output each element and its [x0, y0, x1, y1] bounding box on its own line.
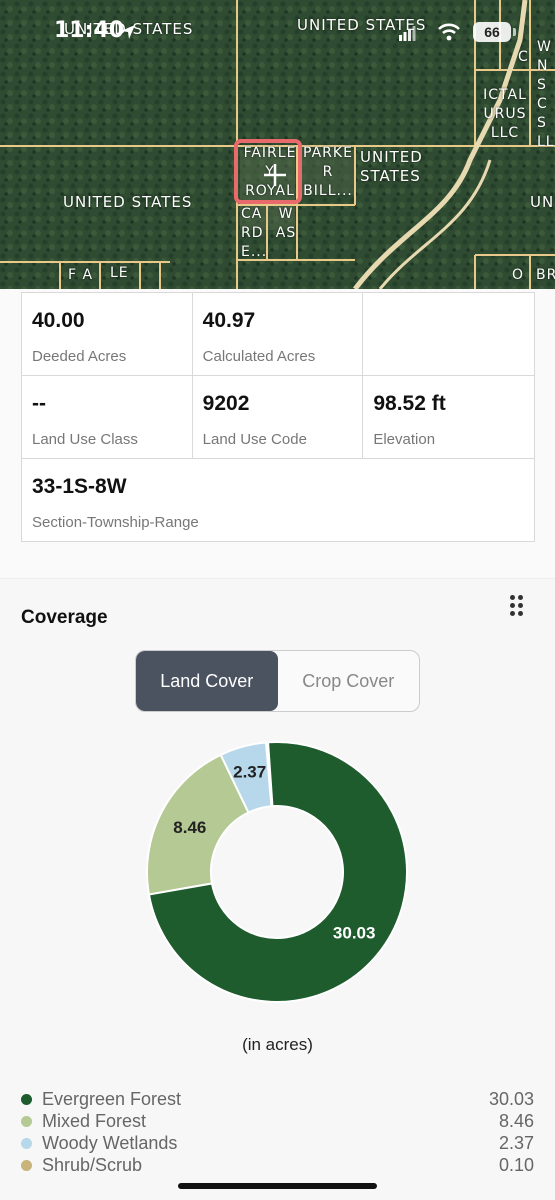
- legend-value: 30.03: [488, 1088, 534, 1109]
- calculated-acres-label: Calculated Acres: [202, 348, 316, 365]
- coverage-title: Coverage: [21, 607, 108, 628]
- legend-value: 0.10: [498, 1154, 534, 1175]
- map-label-o: O: [512, 267, 525, 283]
- map-label-ictal-urus: ICTAL URUS LLC: [483, 87, 527, 141]
- map-label-us-top: UNITED STATES: [297, 16, 427, 34]
- status-time: 11:40: [54, 18, 125, 43]
- section-township-range-label: Section-Township-Range: [32, 514, 199, 531]
- map-label-parker-bill: PARKE R BILL...: [303, 145, 353, 199]
- selected-parcel-highlight[interactable]: [234, 139, 302, 204]
- signal-icon: [399, 26, 416, 41]
- legend-item: Shrub/Scrub 0.10: [21, 1154, 534, 1176]
- legend-label: Woody Wetlands: [42, 1132, 178, 1153]
- elevation-label: Elevation: [373, 431, 436, 448]
- chart-legend: Evergreen Forest 30.03 Mixed Forest 8.46 Woo…: [21, 1088, 534, 1176]
- map-label-right-edge: W N S C S LL: [537, 39, 555, 150]
- info-row-3: 33-1S-8W Section-Township-Range: [22, 459, 534, 541]
- legend-swatch: [21, 1159, 32, 1171]
- elevation-value: 98.52 ft: [373, 392, 446, 415]
- battery-indicator: 66: [473, 22, 511, 42]
- land-use-class-cell: -- Land Use Class: [22, 376, 193, 458]
- donut-slice-mixed-forest: [146, 753, 250, 896]
- location-arrow-icon: [121, 25, 135, 39]
- elevation-cell: 98.52 ft Elevation: [363, 376, 534, 458]
- legend-value: 2.37: [498, 1132, 534, 1153]
- legend-item: Mixed Forest 8.46: [21, 1110, 534, 1132]
- map-imagery: [0, 0, 555, 289]
- tab-crop-cover[interactable]: Crop Cover: [302, 670, 395, 691]
- map-label-us-left: UNITED STATES: [63, 193, 193, 211]
- battery-tip: [513, 28, 516, 36]
- donut-data-label: 30.03: [333, 923, 376, 942]
- land-use-class-value: --: [32, 392, 46, 415]
- deeded-acres-cell: 40.00 Deeded Acres: [22, 293, 193, 375]
- map-label-was: W AS: [275, 206, 297, 241]
- map-label-c: C: [518, 49, 529, 65]
- section-township-range-cell: 33-1S-8W Section-Township-Range: [22, 459, 534, 541]
- donut-data-label: 2.37: [233, 763, 266, 782]
- legend-value: 8.46: [498, 1110, 534, 1131]
- coverage-type-toggle[interactable]: Land Cover Crop Cover: [135, 650, 420, 712]
- legend-label: Evergreen Forest: [42, 1088, 182, 1109]
- land-use-code-value: 9202: [202, 392, 250, 415]
- map-label-us-far-right: UNITED STATES: [530, 193, 555, 211]
- map-label-fairley-royal: FAIRLE Y ROYAL: [243, 145, 297, 199]
- chart-unit-label: (in acres): [242, 1035, 313, 1054]
- parcel-info-grid: 40.00 Deeded Acres 40.97 Calculated Acre…: [21, 292, 535, 542]
- map-label-fa: F A: [68, 267, 94, 283]
- legend-item: Evergreen Forest 30.03: [21, 1088, 534, 1110]
- calculated-acres-value: 40.97: [202, 309, 256, 332]
- donut-data-label: 8.46: [173, 818, 206, 837]
- legend-swatch: [21, 1115, 32, 1127]
- info-row-1: 40.00 Deeded Acres 40.97 Calculated Acre…: [22, 293, 534, 376]
- home-indicator: [178, 1183, 377, 1189]
- empty-cell: [363, 293, 534, 375]
- coverage-section: Coverage Land Cover Crop Cover 8.46 2.37 3…: [0, 578, 555, 1200]
- map-label-br: BR: [536, 267, 555, 283]
- map-label-cardi: CA RD E...: [241, 206, 268, 260]
- deeded-acres-label: Deeded Acres: [32, 348, 127, 365]
- parcel-map[interactable]: UNITED STATES UNITED STATES UNITED STATE…: [0, 0, 555, 289]
- land-use-class-label: Land Use Class: [32, 431, 138, 448]
- land-use-code-cell: 9202 Land Use Code: [193, 376, 364, 458]
- drag-handle-icon[interactable]: [510, 595, 528, 619]
- legend-swatch: [21, 1093, 32, 1105]
- map-label-us-right: UNITED STATES: [360, 148, 423, 185]
- land-cover-donut-chart: 8.46 2.37 30.03: [146, 741, 408, 1003]
- legend-item: Woody Wetlands 2.37: [21, 1132, 534, 1154]
- empty-cell-value: [373, 309, 534, 339]
- crosshair-icon: [264, 164, 286, 186]
- legend-label: Shrub/Scrub: [42, 1154, 143, 1175]
- info-row-2: -- Land Use Class 9202 Land Use Code 98.…: [22, 376, 534, 459]
- tab-land-cover[interactable]: Land Cover: [136, 651, 278, 711]
- donut-slice-evergreen-forest: [147, 741, 408, 1003]
- legend-swatch: [21, 1137, 32, 1149]
- land-use-code-label: Land Use Code: [202, 431, 307, 448]
- status-bar: 11:40 66: [0, 0, 555, 60]
- wifi-icon: [438, 23, 460, 41]
- legend-label: Mixed Forest: [42, 1110, 147, 1131]
- calculated-acres-cell: 40.97 Calculated Acres: [193, 293, 364, 375]
- deeded-acres-value: 40.00: [32, 309, 85, 332]
- section-township-range-value: 33-1S-8W: [32, 475, 127, 498]
- map-label-le: LE: [110, 265, 129, 281]
